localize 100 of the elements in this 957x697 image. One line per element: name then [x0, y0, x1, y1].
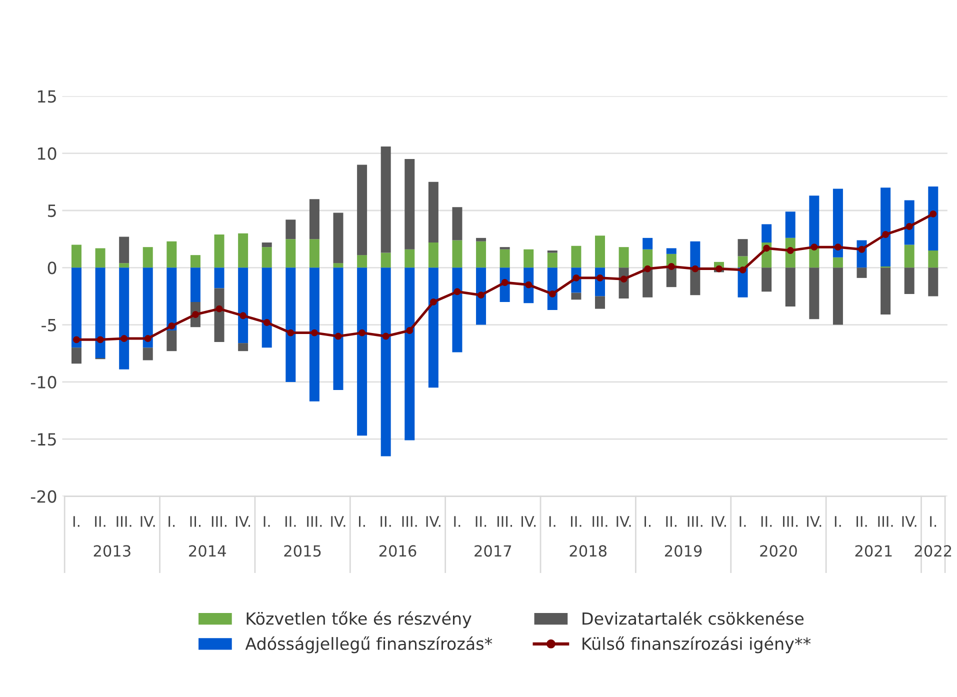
- x-tick-label: I.: [644, 516, 650, 527]
- bar: [71, 268, 82, 348]
- bar: [904, 244, 914, 268]
- bar: [785, 212, 796, 238]
- x-tick-label: IV.: [236, 516, 250, 527]
- x-tick-label: I.: [73, 516, 80, 527]
- bar: [95, 268, 106, 358]
- x-tick-label: III.: [592, 516, 608, 527]
- bar: [142, 268, 153, 348]
- x-tick-label: I.: [454, 516, 460, 527]
- bar: [286, 239, 296, 268]
- point: [263, 319, 270, 326]
- x-tick-label: IV.: [426, 516, 440, 527]
- bar: [428, 182, 438, 242]
- point: [548, 290, 556, 298]
- bar: [785, 268, 796, 307]
- bar: [262, 242, 272, 248]
- bar: [452, 268, 462, 352]
- point: [644, 265, 652, 272]
- bar: [166, 241, 177, 268]
- bar: [642, 238, 653, 250]
- y-tick-label: -10: [30, 376, 56, 389]
- point: [168, 322, 176, 330]
- x-tick-label: IV.: [712, 516, 726, 527]
- bar: [880, 268, 891, 315]
- point: [882, 231, 890, 238]
- point: [454, 288, 461, 296]
- x-tick-label: II.: [285, 516, 296, 527]
- point: [810, 244, 818, 251]
- bar: [142, 348, 153, 360]
- x-tick-label: I.: [168, 516, 175, 527]
- x-tick-label: I.: [359, 516, 365, 527]
- point: [358, 329, 366, 336]
- point: [716, 265, 722, 272]
- bar: [380, 252, 391, 268]
- x-tick-label: II.: [380, 516, 391, 527]
- bar: [166, 268, 177, 331]
- x-tick-label: IV.: [902, 516, 916, 527]
- point: [478, 292, 484, 299]
- bar: [262, 247, 272, 268]
- x-tick-label: II.: [476, 516, 486, 527]
- x-tick-label: II.: [95, 516, 106, 527]
- legend-label: Devizatartalék csökkenése: [582, 611, 804, 625]
- bar: [309, 199, 320, 240]
- x-tick-label: I.: [549, 516, 556, 527]
- point: [834, 244, 842, 251]
- bar: [690, 241, 700, 268]
- bar: [404, 159, 415, 250]
- bar: [357, 164, 368, 256]
- x-tick-label: III.: [212, 516, 226, 527]
- bar: [428, 268, 438, 388]
- x-tick-label: IV.: [807, 516, 822, 527]
- bar: [380, 146, 391, 253]
- point: [96, 336, 104, 344]
- text: 2015: [284, 545, 321, 557]
- point: [287, 329, 294, 336]
- x-tick-label: III.: [783, 516, 798, 527]
- legend-label: Közvetlen tőke és részvény: [246, 611, 472, 628]
- bar: [333, 268, 344, 390]
- x-tick-label: IV.: [140, 516, 155, 527]
- text: 2014: [189, 545, 226, 557]
- x-tick-label: III.: [497, 516, 512, 527]
- bar: [762, 268, 772, 292]
- legend-label: Külső finanszírozási igény**: [582, 636, 811, 654]
- y-tick-label: -15: [30, 433, 56, 446]
- bar: [832, 268, 843, 325]
- bar: [666, 268, 676, 288]
- y-tick-label: 15: [38, 90, 56, 103]
- bar: [595, 296, 605, 309]
- x-tick-label: III.: [688, 516, 702, 527]
- bar: [928, 186, 938, 250]
- bar: [190, 268, 200, 302]
- bar: [286, 268, 296, 382]
- point: [120, 335, 128, 342]
- bar: [452, 240, 462, 268]
- bar: [238, 233, 248, 268]
- bar: [357, 268, 368, 436]
- x-tick-label: II.: [571, 516, 582, 527]
- bar: [333, 212, 344, 264]
- x-tick-label: III.: [307, 516, 322, 527]
- point: [906, 223, 913, 230]
- point: [858, 246, 866, 253]
- bar: [119, 268, 130, 370]
- point: [382, 332, 390, 340]
- bar: [238, 343, 248, 352]
- bar: [476, 268, 486, 325]
- bar: [832, 188, 843, 258]
- bar: [595, 236, 605, 268]
- point: [310, 329, 318, 336]
- x-tick-label: II.: [666, 516, 676, 527]
- x-tick-label: IV.: [616, 516, 631, 527]
- point: [334, 332, 342, 340]
- point: [930, 210, 937, 218]
- bar: [262, 268, 272, 348]
- point: [620, 276, 628, 283]
- y-tick-label: 10: [38, 147, 56, 160]
- bar: [404, 249, 415, 268]
- bar: [738, 239, 748, 256]
- point: [525, 281, 532, 288]
- text: 2022: [914, 545, 952, 557]
